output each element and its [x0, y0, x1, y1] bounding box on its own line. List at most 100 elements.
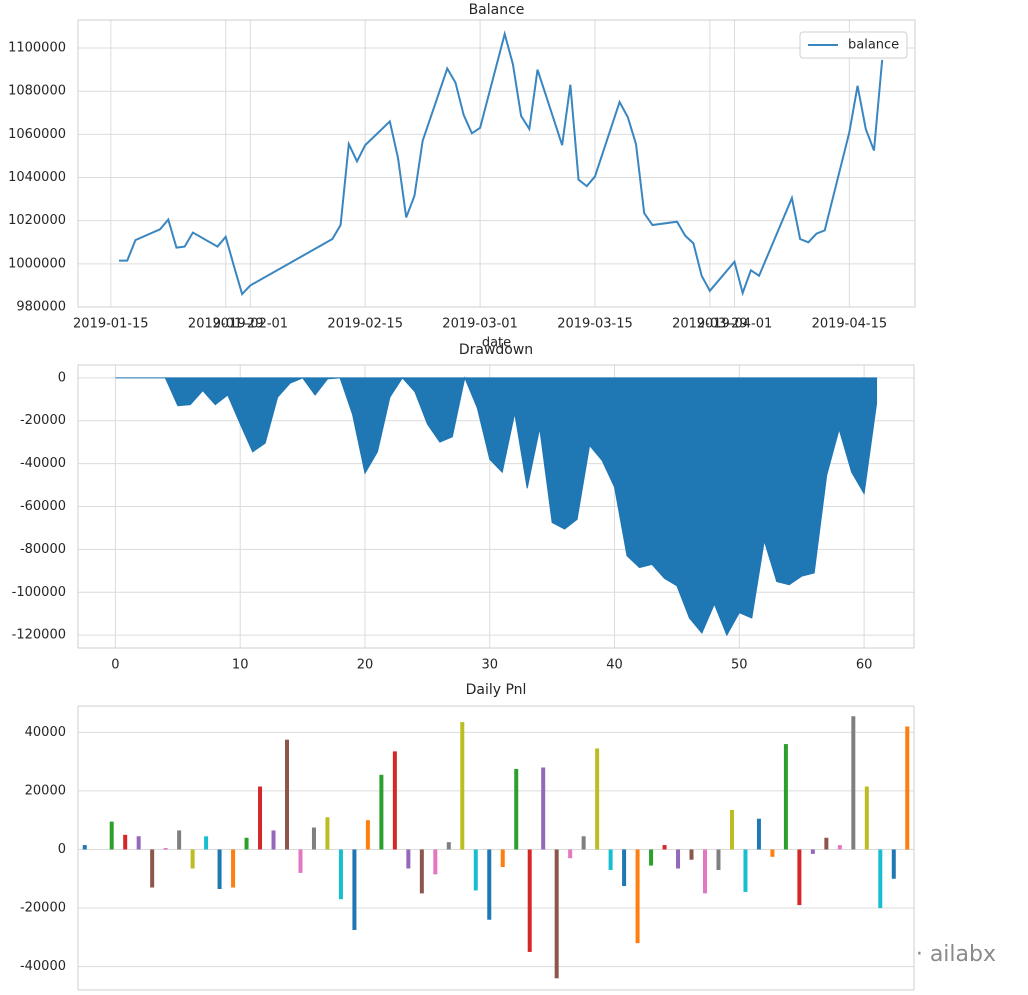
bar [285, 739, 289, 850]
subplot: -120000 -100000 -80000 -60000 -40000 -20000 0 0… [12, 342, 915, 673]
bar [703, 849, 707, 894]
x-tick-label: 30 [481, 658, 498, 673]
bar [770, 849, 775, 857]
axes-frame [77, 705, 915, 991]
x-tick-label: 2019-04-15 [812, 317, 888, 332]
chart-title: Daily Pnl [466, 682, 527, 698]
bar [797, 849, 802, 906]
y-tick-label: -20000 [20, 901, 66, 916]
bar [379, 774, 384, 850]
bar [729, 809, 734, 850]
y-tick-label: -40000 [20, 959, 66, 974]
bar [810, 849, 815, 854]
bar [271, 830, 276, 850]
bar [891, 849, 896, 879]
y-tick-label: 1000000 [8, 256, 66, 271]
y-tick-label: 1020000 [8, 213, 66, 228]
x-tick-label: 50 [731, 658, 748, 673]
bar [608, 849, 613, 870]
axes-frame [77, 19, 916, 308]
y-tick-label: -80000 [20, 542, 66, 557]
chart-title: Drawdown [459, 342, 533, 358]
bar [743, 849, 748, 892]
x-tick-label: 0 [111, 658, 119, 673]
y-tick-label: -120000 [12, 628, 66, 643]
bar [756, 818, 761, 850]
bar [824, 837, 829, 850]
bar [527, 849, 532, 952]
bar [392, 751, 397, 850]
x-tick-label: 2019-03-15 [557, 317, 633, 332]
y-tick-label: 1080000 [8, 84, 66, 99]
bar [338, 849, 343, 900]
bar [514, 768, 519, 850]
bar [581, 836, 586, 850]
area [115, 376, 878, 637]
bar [109, 821, 114, 850]
bar [244, 837, 249, 850]
bar [851, 716, 856, 850]
x-axis-label: date [482, 336, 511, 351]
bar [635, 849, 640, 944]
bar [662, 845, 667, 850]
x-tick-label: 2019-01-29 [188, 317, 264, 332]
x-tick-label: 2019-01-15 [73, 317, 149, 332]
bar [433, 849, 438, 875]
x-tick-label: 2019-02-01 [213, 317, 289, 332]
bar [649, 849, 654, 866]
subplot: -40000 -20000 0 20000 40000 Daily Pnl [20, 682, 915, 991]
y-tick-label: 0 [58, 370, 66, 385]
bar [864, 786, 869, 850]
y-tick-label: -40000 [20, 456, 66, 471]
x-tick-label: 20 [357, 658, 374, 673]
bar [541, 767, 546, 850]
bar [905, 726, 910, 850]
chart-title: Balance [469, 2, 525, 18]
legend-box [799, 31, 908, 59]
bar [190, 849, 195, 869]
bar [136, 836, 141, 850]
y-tick-label: 1100000 [8, 41, 66, 56]
bar [231, 849, 236, 888]
legend-label: balance [848, 38, 899, 53]
y-tick-label: 1060000 [8, 127, 66, 142]
x-tick-label: 2019-03-01 [442, 317, 518, 332]
bar [311, 827, 316, 850]
bar [487, 849, 492, 920]
bar [123, 834, 128, 850]
bar [419, 849, 424, 894]
bar [446, 842, 451, 850]
y-tick-label: -100000 [12, 585, 66, 600]
bar [298, 849, 303, 873]
y-tick-label: -20000 [20, 413, 66, 428]
x-tick-label: 40 [606, 658, 623, 673]
bar [783, 744, 788, 850]
y-tick-label: 1040000 [8, 170, 66, 185]
bar [217, 849, 222, 889]
x-tick-label: 10 [232, 658, 249, 673]
y-tick-label: 980000 [16, 300, 66, 315]
bar [500, 849, 505, 868]
axes-frame [77, 364, 915, 649]
bar [352, 849, 357, 930]
x-tick-label: 2019-02-15 [327, 317, 403, 332]
plot-area [78, 706, 914, 990]
bar [622, 849, 627, 887]
y-tick-label: -60000 [20, 499, 66, 514]
x-tick-label: 2019-04-01 [697, 317, 773, 332]
bar [82, 845, 87, 850]
subplot: 980000 1000000 1020000 1040000 1060000 108000… [8, 2, 916, 351]
bar [689, 849, 694, 860]
bar [676, 849, 681, 869]
bar [150, 849, 155, 888]
y-tick-label: 40000 [25, 725, 66, 740]
bar [568, 849, 573, 859]
bar [716, 849, 721, 870]
bar [837, 845, 842, 850]
bar [258, 786, 263, 850]
bar [878, 849, 883, 909]
line [119, 30, 884, 297]
y-tick-label: 0 [58, 842, 66, 857]
bar [595, 748, 600, 850]
